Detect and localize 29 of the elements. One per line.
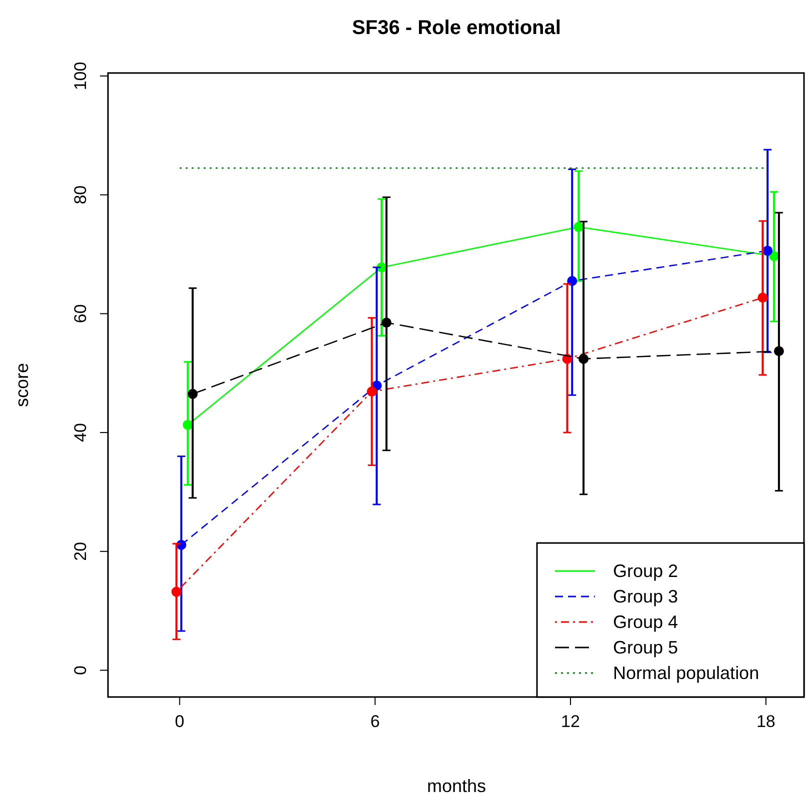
x-tick-label: 18 [756, 712, 776, 731]
point [578, 354, 589, 364]
point [381, 318, 392, 328]
point [366, 386, 377, 397]
point [171, 586, 182, 597]
legend-label: Group 3 [613, 586, 678, 606]
x-axis-title: months [426, 776, 486, 796]
point [188, 388, 198, 399]
point [774, 346, 784, 356]
point [182, 420, 193, 430]
point [574, 222, 584, 232]
x-tick-label: 6 [370, 712, 380, 731]
y-tick-label: 100 [71, 62, 90, 90]
legend-label: Group 2 [613, 561, 678, 581]
point [758, 292, 768, 303]
y-tick-label: 80 [71, 185, 90, 204]
y-tick-label: 0 [71, 666, 90, 675]
point [567, 276, 578, 286]
point [762, 246, 773, 256]
x-tick-label: 12 [561, 712, 580, 731]
chart-title: SF36 - Role emotional [352, 17, 561, 39]
y-axis-title: score [12, 362, 32, 408]
legend-label: Group 5 [613, 638, 678, 658]
legend-label: Normal population [613, 663, 760, 683]
legend-label: Group 4 [613, 612, 678, 632]
y-tick-label: 20 [71, 542, 90, 561]
y-tick-label: 40 [71, 423, 90, 442]
y-tick-label: 60 [71, 304, 90, 324]
x-tick-label: 0 [174, 712, 184, 731]
